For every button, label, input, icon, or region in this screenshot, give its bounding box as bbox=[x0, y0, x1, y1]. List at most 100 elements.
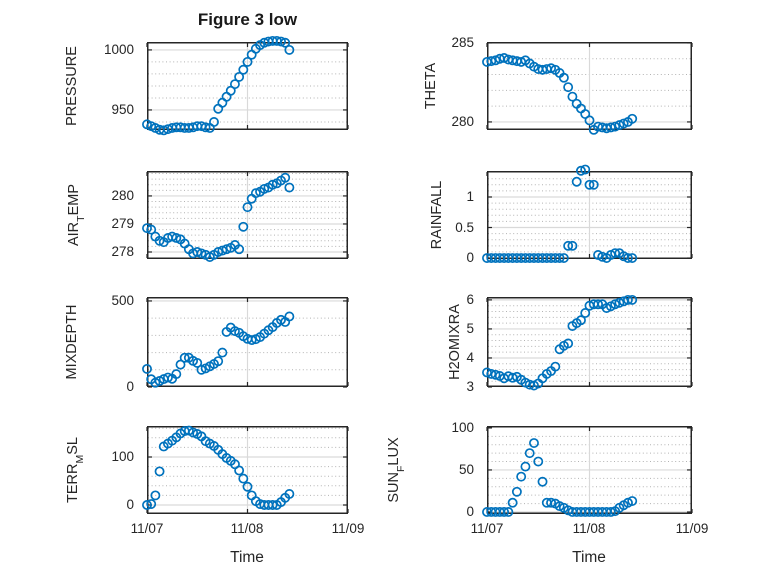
data-point bbox=[580, 308, 591, 318]
data-point bbox=[167, 231, 178, 242]
y-tick-label: 0 bbox=[466, 250, 474, 266]
y-axis-label-text: THETA bbox=[423, 62, 439, 110]
data-point bbox=[529, 438, 539, 449]
data-point bbox=[284, 182, 295, 193]
y-tick-label: 285 bbox=[451, 34, 474, 50]
data-point bbox=[175, 359, 186, 370]
x-tick-label: 11/08 bbox=[572, 521, 606, 536]
data-point bbox=[490, 55, 501, 66]
y-axis-label-rainfall: RAINFALL bbox=[426, 151, 448, 279]
plot-box bbox=[147, 171, 348, 259]
data-point bbox=[558, 253, 569, 263]
data-point bbox=[563, 338, 574, 349]
y-tick-label: 100 bbox=[111, 449, 134, 464]
data-point bbox=[627, 294, 638, 305]
data-point bbox=[580, 164, 591, 175]
data-point bbox=[213, 356, 224, 367]
y-tick-label: 500 bbox=[111, 292, 134, 308]
y-tick-label: 278 bbox=[111, 243, 134, 259]
plot-box bbox=[487, 297, 692, 387]
data-point bbox=[142, 363, 152, 374]
data-point bbox=[563, 82, 574, 93]
y-tick-label: 50 bbox=[458, 461, 474, 477]
y-axis-label-text: RAINFALL bbox=[429, 180, 445, 250]
data-point bbox=[610, 248, 621, 259]
data-point bbox=[546, 63, 557, 74]
data-point bbox=[221, 244, 232, 255]
y-axis-label-text: SUN bbox=[386, 472, 402, 503]
y-tick-label: 0 bbox=[126, 497, 134, 512]
plot-box bbox=[147, 42, 348, 130]
x-tick-label: 11/07 bbox=[130, 521, 164, 536]
data-point bbox=[614, 297, 625, 308]
x-tick-label: 11/09 bbox=[331, 521, 365, 536]
x-tick-label: 11/08 bbox=[230, 521, 264, 536]
data-point bbox=[200, 122, 211, 133]
data-point bbox=[188, 427, 199, 438]
data-point bbox=[520, 461, 531, 472]
data-point bbox=[507, 497, 518, 508]
data-point bbox=[276, 36, 286, 47]
data-point bbox=[142, 500, 152, 510]
data-point bbox=[605, 122, 616, 133]
data-point bbox=[571, 176, 582, 187]
data-point bbox=[563, 240, 574, 251]
data-point bbox=[196, 248, 207, 259]
data-point bbox=[234, 71, 245, 82]
data-point bbox=[280, 37, 291, 48]
data-point bbox=[622, 294, 633, 305]
data-point bbox=[486, 56, 497, 67]
y-axis-label-subscript: M bbox=[73, 454, 86, 464]
data-point bbox=[171, 369, 182, 380]
subplot-sun-flux bbox=[482, 426, 693, 517]
data-point bbox=[192, 357, 203, 368]
x-tick-label: 11/07 bbox=[470, 521, 504, 536]
data-point bbox=[171, 233, 182, 243]
data-point bbox=[238, 64, 249, 75]
x-tick-label: 11/09 bbox=[675, 521, 709, 536]
data-point bbox=[192, 247, 203, 257]
y-axis-label-theta: THETA bbox=[420, 22, 442, 150]
y-tick-label: 950 bbox=[111, 101, 134, 117]
y-tick-label: 0 bbox=[466, 503, 474, 519]
data-point bbox=[242, 56, 253, 67]
y-tick-label: 279 bbox=[111, 215, 134, 231]
data-point bbox=[229, 79, 240, 90]
y-tick-label: 1 bbox=[466, 188, 474, 204]
subplot-terr-msl bbox=[142, 425, 349, 514]
data-point bbox=[242, 202, 253, 213]
data-point bbox=[246, 335, 257, 345]
data-point bbox=[259, 183, 270, 194]
data-point bbox=[217, 347, 228, 358]
y-axis-label-air-temp: AIRTEMP bbox=[63, 151, 87, 279]
y-axis-label-pressure: PRESSURE bbox=[61, 22, 83, 150]
data-point bbox=[622, 253, 633, 263]
data-point bbox=[610, 121, 621, 132]
y-tick-label: 280 bbox=[111, 187, 134, 203]
x-axis-title-right: Time bbox=[572, 549, 606, 566]
data-point bbox=[524, 448, 535, 459]
data-point bbox=[150, 490, 161, 501]
data-point bbox=[482, 367, 492, 378]
y-axis-label-mixdepth: MIXDEPTH bbox=[61, 277, 83, 407]
data-point bbox=[503, 507, 514, 517]
data-point bbox=[284, 44, 295, 55]
data-point bbox=[533, 456, 544, 467]
plot-box bbox=[147, 297, 348, 387]
y-axis-label-text: SL bbox=[65, 437, 81, 455]
data-point bbox=[605, 507, 616, 517]
data-point bbox=[146, 499, 157, 509]
y-tick-label: 0 bbox=[126, 379, 134, 394]
data-point bbox=[213, 247, 224, 257]
data-point bbox=[627, 113, 638, 124]
data-point bbox=[627, 253, 638, 263]
y-axis-label-text: AIR bbox=[66, 221, 82, 247]
y-axis-label-subscript: T bbox=[74, 215, 87, 222]
subplot-rainfall bbox=[482, 164, 693, 263]
data-point bbox=[499, 53, 510, 63]
y-axis-label-text: TERR bbox=[65, 463, 81, 503]
data-point bbox=[610, 299, 621, 310]
subplot-h2omixra bbox=[482, 294, 693, 391]
data-point bbox=[267, 179, 278, 190]
